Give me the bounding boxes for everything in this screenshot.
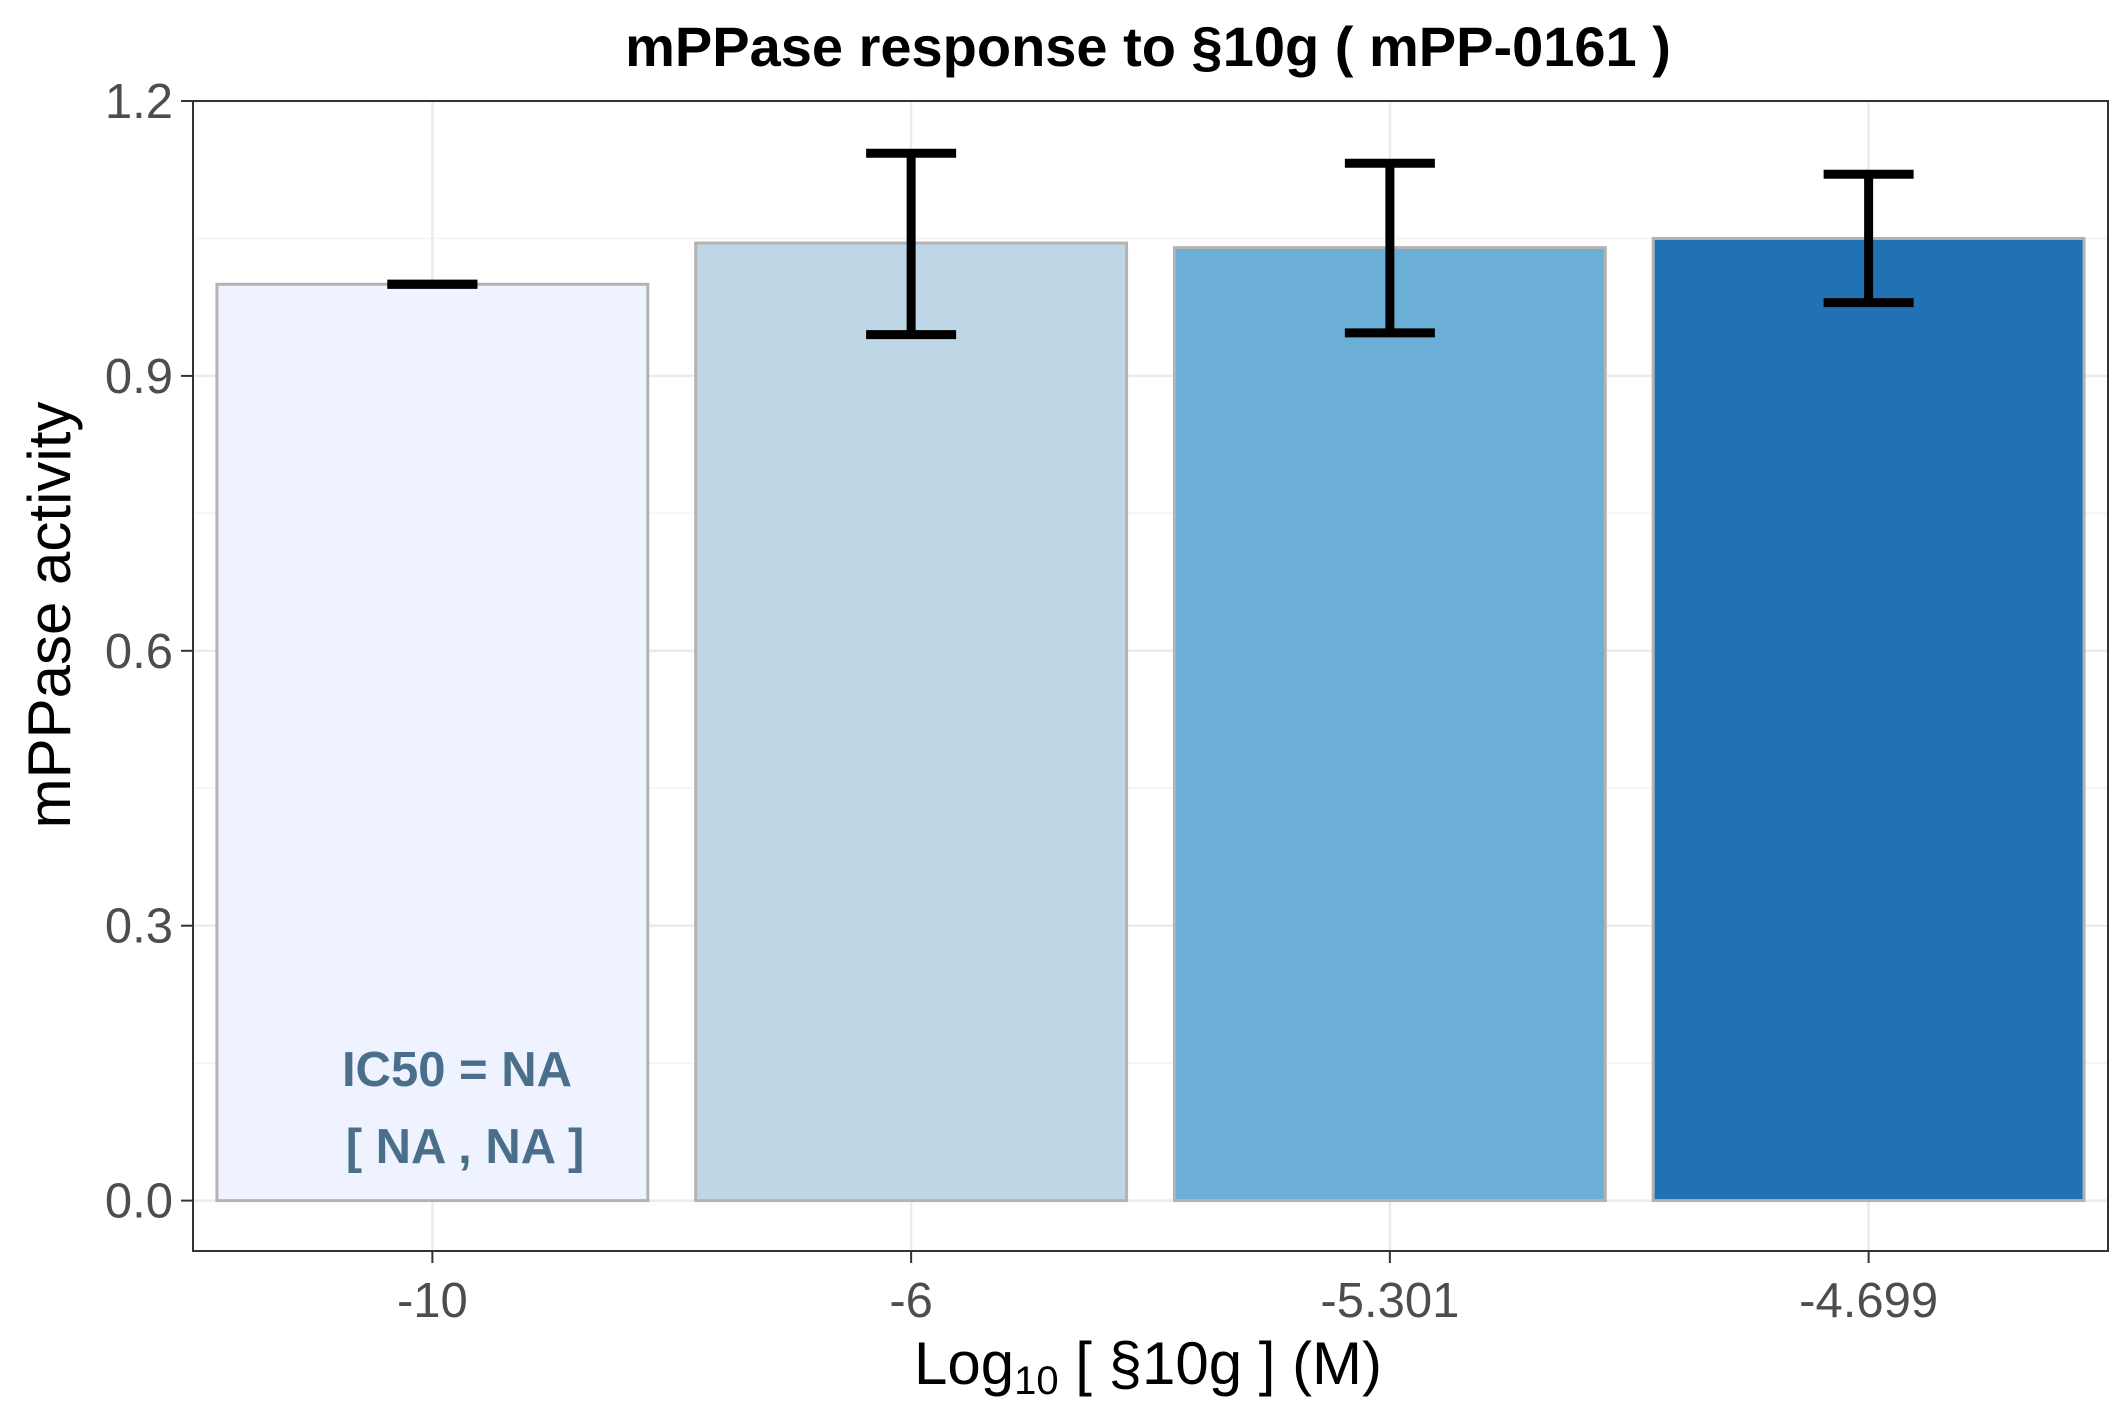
chart-title: mPPase response to §10g ( mPP-0161 ) <box>625 15 1671 78</box>
x-axis-title-subscript: 10 <box>1014 1359 1059 1403</box>
bar--10 <box>215 282 650 1203</box>
x-axis-title: Log10 [ §10g ] (M) <box>914 1330 1382 1403</box>
annotation-ci: [ NA , NA ] <box>346 1120 585 1174</box>
y-tick-label: 0.9 <box>105 350 173 404</box>
x-tick-label: -4.699 <box>1799 1274 1938 1328</box>
y-tick-label: 0.6 <box>105 625 173 679</box>
x-tick-label: -5.301 <box>1320 1274 1459 1328</box>
bar--6 <box>694 241 1129 1203</box>
y-axis-title: mPPase activity <box>16 402 83 829</box>
x-axis: -10 -6 -5.301 -4.699 <box>397 1251 1938 1328</box>
x-axis-title-prefix: Log <box>914 1330 1014 1397</box>
x-tick-label: -10 <box>397 1274 468 1328</box>
x-tick-label: -6 <box>889 1274 933 1328</box>
y-tick-label: 0.0 <box>105 1175 173 1229</box>
error-bar--5.301 <box>1344 158 1435 338</box>
y-axis: 0.0 0.3 0.6 0.9 1.2 <box>105 75 193 1229</box>
y-tick-label: 1.2 <box>105 75 173 129</box>
bar--5.301 <box>1172 246 1607 1203</box>
y-tick-label: 0.3 <box>105 900 173 954</box>
error-bar--6 <box>866 148 957 340</box>
x-axis-title-suffix: [ §10g ] (M) <box>1059 1330 1382 1397</box>
bar--4.699 <box>1651 236 2086 1203</box>
error-bars <box>387 148 1914 340</box>
error-bar--4.699 <box>1823 169 1914 308</box>
bars <box>215 236 2086 1203</box>
plot-panel-border <box>192 100 2109 1252</box>
annotation-ic50: IC50 = NA <box>342 1043 572 1097</box>
